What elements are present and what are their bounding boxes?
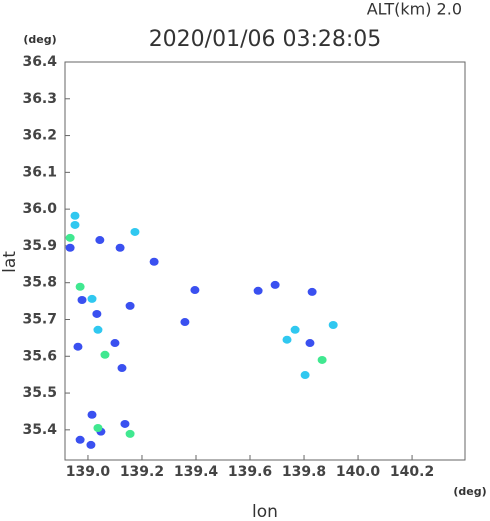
x-tick-label: 139.4 [174,464,219,480]
echo-point [149,257,159,266]
echo-point [328,321,338,330]
echo-point [92,309,102,318]
x-axis-label: lon [252,502,278,521]
echo-point [65,233,75,242]
echo-point [117,364,127,373]
echo-point [282,335,292,344]
altitude-label: ALT(km) 2.0 [367,0,462,19]
echo-point [87,294,97,303]
y-tick-label: 35.4 [22,422,57,438]
y-unit: (deg) [23,33,56,46]
y-tick-label: 35.5 [22,385,57,401]
echo-point [70,220,80,229]
x-tick-label: 139.8 [282,464,326,480]
echo-point [290,325,300,334]
echo-point [180,318,190,327]
echo-point [120,419,130,428]
echo-point [75,435,85,444]
echo-point [93,423,103,432]
echo-point [317,355,327,364]
y-tick-label: 36.0 [22,201,57,217]
y-tick-label: 36.4 [22,54,57,70]
y-tick-label: 35.7 [22,311,57,327]
echo-point [70,211,80,220]
echo-point [125,429,135,438]
echo-point [190,286,200,295]
echo-point [73,342,83,351]
y-tick-label: 36.2 [22,128,57,144]
echo-point [65,243,75,252]
x-tick-label: 140.2 [390,464,434,480]
echo-point [130,227,140,236]
y-tick-label: 35.8 [22,275,57,291]
echo-point [115,243,125,252]
y-tick-label: 36.3 [22,91,57,107]
echo-point [86,440,96,449]
chart-title: 2020/01/06 03:28:05 [149,27,382,52]
x-tick-label: 139.2 [120,464,164,480]
echo-point [100,350,110,359]
echo-point [110,339,120,348]
plot-frame [64,61,466,461]
echo-point [305,339,315,348]
x-tick-label: 139.0 [66,464,111,480]
y-tick-label: 36.1 [22,164,57,180]
y-axis-label: lat [0,251,20,273]
x-unit: (deg) [453,485,486,498]
y-tick-label: 35.9 [22,238,57,254]
echo-point [93,325,103,334]
x-tick-label: 140.0 [336,464,381,480]
echo-point [75,282,85,291]
echo-point [300,371,310,380]
echo-point [307,287,317,296]
echo-point [253,286,263,295]
echo-point [125,301,135,310]
y-tick-label: 35.6 [22,348,57,364]
x-tick-label: 139.6 [228,464,272,480]
echo-point [87,410,97,419]
echo-point [95,236,105,245]
echo-point [77,295,87,304]
echo-point [270,280,280,289]
